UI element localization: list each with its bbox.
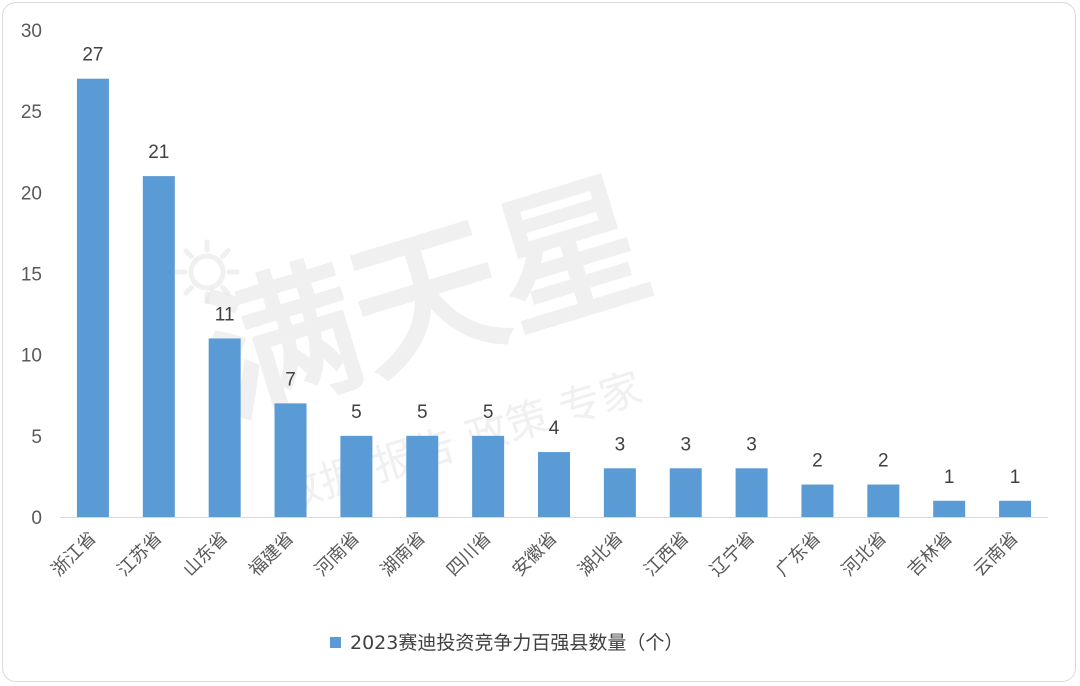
bar [801, 484, 834, 517]
x-tick-label: 浙江省 [47, 528, 100, 581]
x-axis: 浙江省 江苏省 山东省 福建省 河南省 湖南省 四川省 安徽省 湖北省 江西省 辽宁省 广东省 河北省吉… [47, 517, 1048, 581]
x-tick-label: 云南省 [970, 528, 1023, 581]
y-tick-label: 5 [31, 427, 42, 448]
bar [999, 500, 1032, 517]
x-tick-label: 福建省 [245, 528, 298, 581]
legend: 2023赛迪投资竞争力百强县数量（个） [330, 632, 683, 654]
data-label: 2 [812, 451, 823, 472]
bar [538, 452, 570, 517]
y-axis: 0 5 10 15 20 25 30 [21, 21, 42, 529]
data-label: 3 [746, 434, 757, 455]
bar [669, 468, 702, 517]
data-label: 11 [215, 304, 235, 325]
x-tick-label: 江苏省 [113, 528, 166, 581]
x-tick-label: 广东省 [772, 528, 825, 581]
y-tick-label: 25 [21, 102, 42, 123]
data-label: 3 [615, 434, 626, 455]
y-tick-label: 0 [31, 508, 42, 529]
legend-label: 2023赛迪投资竞争力百强县数量（个） [350, 632, 683, 654]
bar [142, 176, 175, 517]
bar [76, 78, 109, 517]
data-label: 3 [680, 434, 691, 455]
sun-icon [174, 239, 240, 305]
bar [274, 403, 307, 517]
x-tick-label: 四川省 [443, 528, 496, 581]
data-label: 5 [417, 402, 428, 423]
x-tick-label: 河南省 [311, 528, 364, 581]
data-label: 5 [351, 402, 362, 423]
bars [76, 78, 1032, 517]
bar [208, 338, 241, 517]
x-tick-label: 河北省 [838, 528, 891, 581]
bar [933, 500, 966, 517]
bar [472, 435, 505, 517]
y-tick-label: 15 [21, 265, 42, 286]
data-label: 21 [148, 142, 169, 163]
bar [340, 435, 373, 517]
data-label: 1 [1010, 467, 1021, 488]
y-tick-label: 20 [21, 183, 42, 204]
y-tick-label: 30 [21, 21, 42, 42]
x-tick-label: 山东省 [179, 528, 232, 581]
bar [867, 484, 900, 517]
data-label: 2 [878, 451, 889, 472]
data-label: 1 [944, 467, 955, 488]
legend-swatch [330, 637, 341, 648]
bar [735, 468, 768, 517]
data-label: 27 [82, 45, 103, 66]
data-label: 4 [549, 418, 560, 439]
data-label: 5 [483, 402, 494, 423]
data-label: 7 [285, 369, 296, 390]
bar [406, 435, 439, 517]
x-tick-label: 江西省 [640, 528, 693, 581]
bar [603, 468, 636, 517]
x-tick-label: 辽宁省 [706, 528, 759, 581]
x-tick-label: 湖北省 [574, 528, 627, 581]
x-tick-label: 湖南省 [377, 528, 430, 581]
x-tick-label: 吉林省 [904, 528, 957, 581]
x-tick-label: 安徽省 [509, 528, 562, 581]
y-tick-label: 10 [21, 346, 42, 367]
